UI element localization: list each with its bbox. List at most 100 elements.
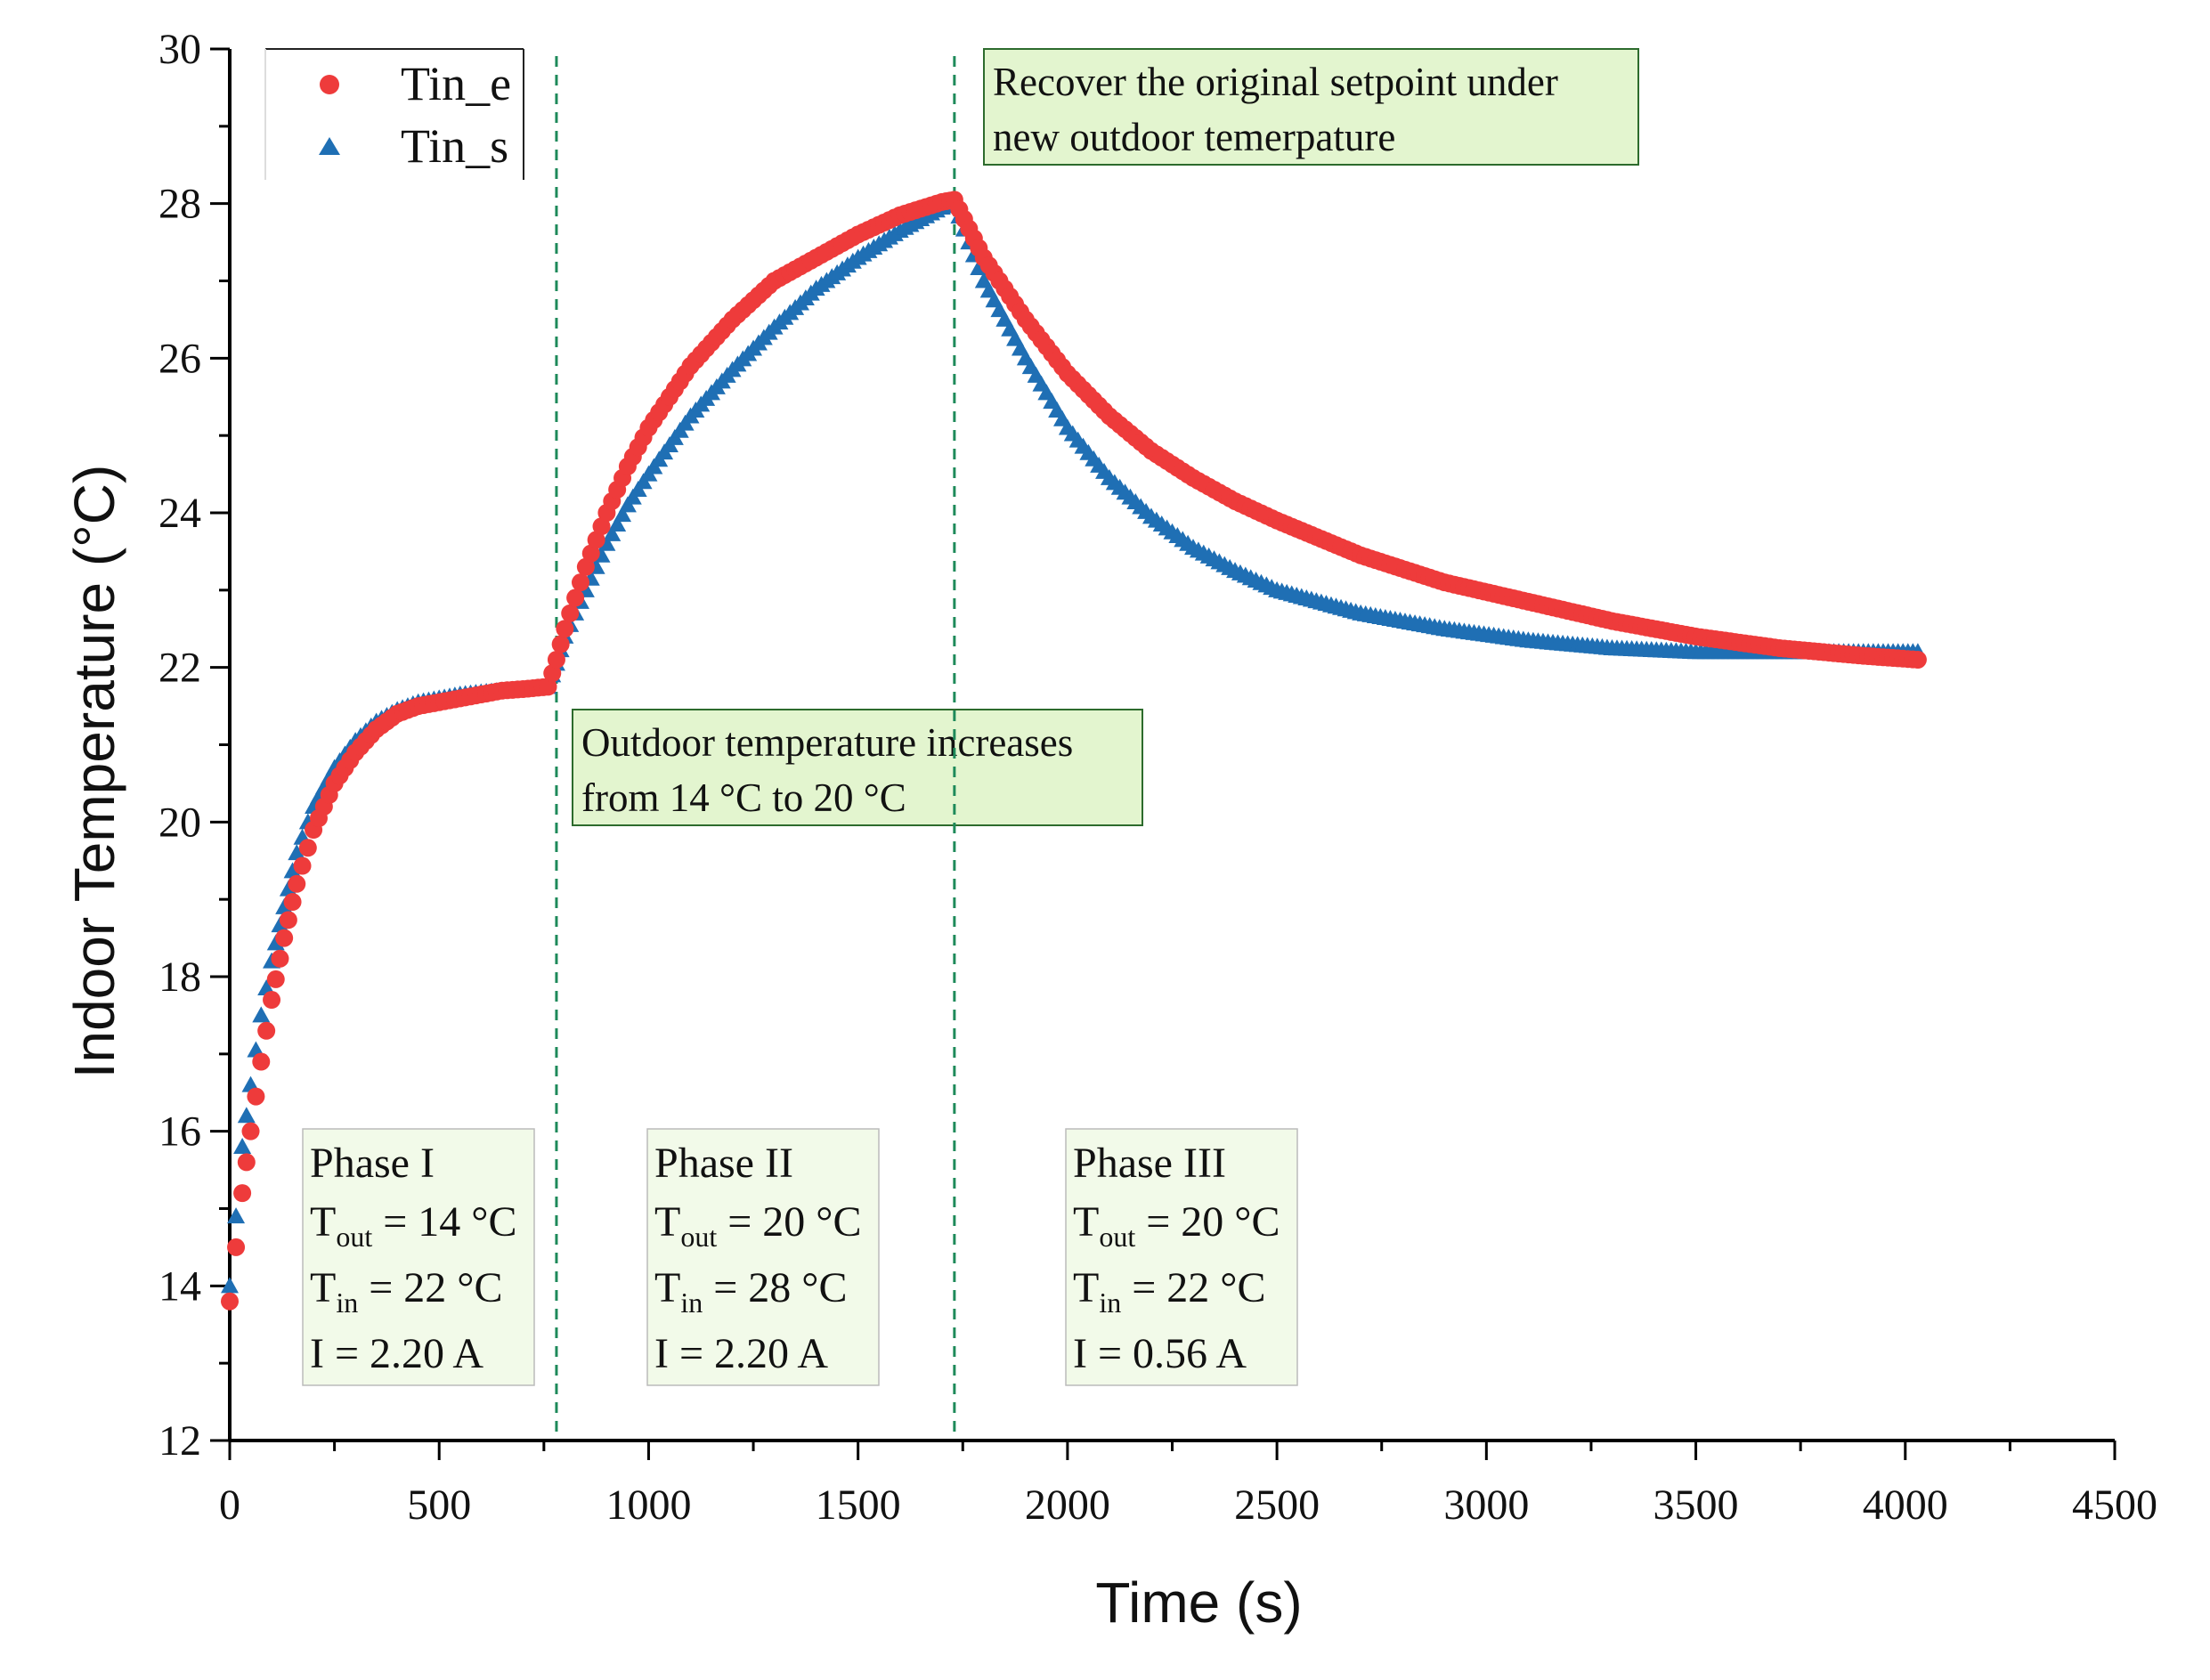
y-ticks: 12 14 16 18 20 22 24 26 28 30	[158, 26, 230, 1465]
axes: 12 14 16 18 20 22 24 26 28 30 0 500 1000 1500 2000 250…	[158, 26, 2157, 1529]
x-tick-label: 3500	[1653, 1481, 1739, 1529]
annotations: Outdoor temperature increases from 14 °C …	[572, 48, 1639, 826]
phase-boxes: Phase I Tout = 14 °C Tin = 22 °C I = 2.20 A…	[302, 1128, 1298, 1386]
y-tick-label: 22	[158, 645, 201, 692]
point-tin-e	[263, 991, 281, 1010]
series-tin-e	[221, 191, 1927, 1311]
annotation-line: from 14 °C to 20 °C	[581, 775, 906, 820]
point-tin-e	[237, 1153, 256, 1172]
phase-box-2: Phase II Tout = 20 °C Tin = 28 °C I = 2.20 …	[646, 1128, 880, 1386]
point-tin-e	[241, 1122, 260, 1140]
x-tick-label: 1500	[816, 1481, 901, 1529]
point-tin-e	[539, 678, 557, 696]
point-tin-e	[581, 544, 600, 563]
point-tin-s	[613, 506, 632, 523]
phase-current: I = 0.56 A	[1073, 1330, 1247, 1377]
point-tin-s	[279, 880, 297, 897]
point-tin-s	[608, 515, 627, 532]
x-tick-label: 2500	[1234, 1481, 1320, 1529]
x-tick-label: 0	[219, 1481, 240, 1529]
phase-box-background	[302, 1128, 535, 1386]
phase-title: Phase III	[1073, 1140, 1226, 1187]
phase-tout: Tout = 20 °C	[1073, 1198, 1280, 1253]
point-tin-e	[592, 517, 611, 536]
point-tin-e	[298, 839, 317, 857]
point-tin-e	[227, 1238, 246, 1256]
x-tick-label: 4500	[2072, 1481, 2157, 1529]
point-tin-s	[271, 916, 289, 933]
phase-current: I = 2.20 A	[654, 1330, 828, 1377]
phase-title: Phase II	[654, 1140, 793, 1187]
y-tick-label: 30	[158, 26, 201, 73]
x-ticks: 0 500 1000 1500 2000 2500 3000 3500 4000 4500	[219, 1441, 2157, 1529]
point-tin-s	[237, 1107, 256, 1124]
phase-current: I = 2.20 A	[310, 1330, 483, 1377]
point-tin-s	[233, 1138, 252, 1155]
point-tin-s	[275, 897, 294, 914]
guide-lines	[555, 56, 956, 1441]
x-tick-label: 4000	[1863, 1481, 1948, 1529]
point-tin-e	[283, 893, 302, 912]
y-tick-label: 28	[158, 181, 201, 228]
phase-box-1: Phase I Tout = 14 °C Tin = 22 °C I = 2.20 A	[302, 1128, 535, 1386]
phase-tin: Tin = 22 °C	[310, 1264, 503, 1319]
phase-box-3: Phase III Tout = 20 °C Tin = 22 °C I = 0.56…	[1065, 1128, 1298, 1386]
phase-tin: Tin = 28 °C	[654, 1264, 848, 1319]
point-tin-e	[257, 1021, 276, 1040]
annotation-box	[572, 709, 1143, 826]
point-tin-e	[233, 1184, 252, 1203]
annotation-box	[983, 48, 1639, 166]
point-tin-e	[543, 664, 562, 683]
y-tick-label: 16	[158, 1108, 201, 1156]
annotation-outdoor-change: Outdoor temperature increases from 14 °C …	[572, 709, 1143, 826]
phase-title: Phase I	[310, 1140, 435, 1187]
legend-marker-tin-s	[319, 137, 340, 155]
annotation-recover-setpoint: Recover the original setpoint under new o…	[983, 48, 1639, 166]
phase-tout: Tout = 14 °C	[310, 1198, 517, 1253]
point-tin-e	[576, 557, 595, 576]
legend-label-tin-e: Tin_e	[401, 57, 511, 110]
y-tick-label: 20	[158, 799, 201, 846]
annotation-line: Recover the original setpoint under	[993, 60, 1558, 104]
x-tick-label: 1000	[605, 1481, 691, 1529]
point-tin-e	[571, 573, 589, 592]
x-tick-label: 2000	[1025, 1481, 1110, 1529]
point-tin-s	[266, 934, 285, 951]
annotation-line: Outdoor temperature increases	[581, 720, 1073, 765]
y-tick-label: 24	[158, 490, 201, 537]
point-tin-e	[547, 650, 565, 669]
y-tick-label: 14	[158, 1262, 201, 1310]
phase-tin: Tin = 22 °C	[1073, 1264, 1266, 1319]
phase-box-background	[646, 1128, 880, 1386]
point-tin-e	[566, 588, 585, 607]
point-tin-e	[1908, 650, 1927, 669]
y-tick-label: 18	[158, 954, 201, 1001]
point-tin-e	[279, 911, 297, 929]
point-tin-e	[275, 929, 294, 947]
point-tin-s	[252, 1006, 271, 1023]
series-layer	[221, 191, 1927, 1311]
annotation-line: new outdoor temerpature	[993, 115, 1395, 159]
point-tin-e	[556, 620, 574, 638]
legend: Tin_e Tin_s	[264, 48, 524, 180]
y-tick-label: 26	[158, 335, 201, 382]
point-tin-e	[266, 970, 285, 988]
legend-marker-tin-e	[320, 75, 339, 94]
point-tin-e	[247, 1087, 265, 1106]
point-tin-e	[561, 604, 580, 622]
point-tin-s	[227, 1207, 246, 1224]
point-tin-e	[587, 531, 605, 549]
point-tin-s	[597, 534, 616, 551]
point-tin-e	[288, 874, 306, 893]
x-tick-label: 500	[407, 1481, 471, 1529]
point-tin-e	[271, 949, 289, 968]
phase-box-background	[1065, 1128, 1298, 1386]
y-axis-title: Indoor Temperature (°C)	[62, 465, 126, 1079]
x-axis-title: Time (s)	[1095, 1570, 1302, 1635]
x-tick-label: 3000	[1443, 1481, 1529, 1529]
point-tin-s	[283, 862, 302, 879]
y-tick-label: 12	[158, 1417, 201, 1465]
point-tin-s	[221, 1277, 239, 1294]
